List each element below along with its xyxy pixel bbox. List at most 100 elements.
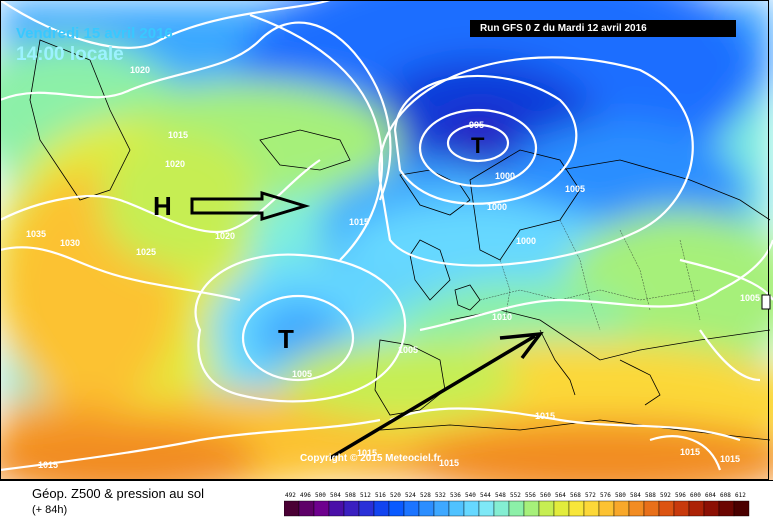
isobars (0, 0, 773, 470)
isobar-label: 1005 (565, 184, 585, 194)
legend-swatch (403, 500, 420, 517)
legend-value-label: 604 (705, 492, 716, 499)
legend-swatch (613, 500, 630, 517)
isobar-label: 1015 (349, 217, 369, 227)
legend-swatch (568, 500, 585, 517)
high-pressure-symbol: H (153, 191, 172, 221)
legend-swatch (284, 500, 300, 517)
legend-value-label: 536 (450, 492, 461, 499)
forecast-date: Vendredi 15 avril 2016 (16, 25, 173, 42)
legend-swatch (313, 500, 330, 517)
field-title: Géop. Z500 & pression au sol (32, 486, 204, 501)
legend-value-label: 540 (465, 492, 476, 499)
legend-swatch (703, 500, 720, 517)
legend-swatch (298, 500, 315, 517)
z500-color-field (0, 0, 773, 480)
legend-swatch (493, 500, 510, 517)
legend-value-label: 528 (420, 492, 431, 499)
isobar-label: 1000 (495, 171, 515, 181)
isobar-label: 1005 (292, 369, 312, 379)
legend-value-label: 504 (330, 492, 341, 499)
legend-swatch (718, 500, 735, 517)
legend-swatch (478, 500, 495, 517)
legend-swatch (418, 500, 435, 517)
arrowhead-icon (499, 331, 544, 360)
legend-value-label: 548 (495, 492, 506, 499)
scroll-marker (761, 294, 771, 310)
legend-value-label: 596 (675, 492, 686, 499)
copyright-notice: Copyright © 2015 Meteociel.fr (300, 453, 441, 464)
legend-swatch (673, 500, 690, 517)
isobar-label: 1020 (130, 65, 150, 75)
hollow-arrow-icon (190, 190, 311, 222)
legend-swatch (508, 500, 525, 517)
legend-value-label: 560 (540, 492, 551, 499)
map-frame (0, 0, 769, 480)
legend-value-label: 612 (735, 492, 746, 499)
legend-swatch (433, 500, 450, 517)
legend-value-label: 544 (480, 492, 491, 499)
legend-value-label: 588 (645, 492, 656, 499)
legend-value-label: 576 (600, 492, 611, 499)
legend-swatch (343, 500, 360, 517)
color-scale-legend: 492 496 500 504 508 512 516 520 524 528 532 536 540 5… (284, 492, 750, 517)
diagonal-arrow-icon (329, 334, 536, 460)
isobar-label: 1000 (516, 236, 536, 246)
legend-value-label: 532 (435, 492, 446, 499)
isobar-label: 1015 (168, 130, 188, 140)
legend-swatch (598, 500, 615, 517)
legend-swatch (388, 500, 405, 517)
isobar-label: 1015 (439, 458, 459, 468)
legend-swatch (448, 500, 465, 517)
isobar-label: 1015 (38, 460, 58, 470)
isobar-label: 1035 (26, 229, 46, 239)
legend-swatch (523, 500, 540, 517)
legend-swatch (643, 500, 660, 517)
isobar-label: 1020 (215, 231, 235, 241)
isobar-labels: 1020 1015 1020 1035 1030 1025 1020 1015 … (26, 65, 760, 470)
legend-value-label: 500 (315, 492, 326, 499)
legend-value-label: 508 (345, 492, 356, 499)
legend-value-label: 592 (660, 492, 671, 499)
legend-swatch (658, 500, 675, 517)
isobar-label: 1015 (535, 411, 555, 421)
legend-swatch (373, 500, 390, 517)
isobar-label: 1010 (492, 312, 512, 322)
isobar-label: 1005 (740, 293, 760, 303)
legend-swatch (463, 500, 480, 517)
trajectory-arrows (190, 190, 544, 460)
borders (479, 219, 701, 331)
legend-value-label: 512 (360, 492, 371, 499)
legend-swatch (688, 500, 705, 517)
legend-swatch (328, 500, 345, 517)
isobar-label: 1005 (398, 345, 418, 355)
isobar-label: 1030 (60, 238, 80, 248)
isobar-label: 1015 (720, 454, 740, 464)
legend-value-label: 516 (375, 492, 386, 499)
legend-swatch (358, 500, 375, 517)
isobar-label: 995 (469, 120, 484, 130)
forecast-range: (+ 84h) (32, 504, 68, 516)
geopotential-map: 1020 1015 1020 1035 1030 1025 1020 1015 … (0, 0, 773, 480)
forecast-time: 14:00 locale (16, 44, 124, 65)
legend-value-label: 524 (405, 492, 416, 499)
isobar-label: 1000 (487, 202, 507, 212)
legend-value-label: 492 (285, 492, 296, 499)
legend-swatch (583, 500, 600, 517)
legend-value-label: 580 (615, 492, 626, 499)
isobar-label: 1015 (357, 448, 377, 458)
legend-swatch (553, 500, 570, 517)
legend-value-label: 600 (690, 492, 701, 499)
legend-value-label: 564 (555, 492, 566, 499)
legend-value-label: 520 (390, 492, 401, 499)
legend-value-label: 556 (525, 492, 536, 499)
legend-value-label: 572 (585, 492, 596, 499)
legend-value-label: 584 (630, 492, 641, 499)
legend-value-label: 568 (570, 492, 581, 499)
legend-swatch (733, 500, 750, 517)
legend-value-label: 552 (510, 492, 521, 499)
model-run-label: Run GFS 0 Z du Mardi 12 avril 2016 (470, 20, 736, 37)
legend-value-label: 608 (720, 492, 731, 499)
low-pressure-symbol: T (471, 133, 485, 158)
